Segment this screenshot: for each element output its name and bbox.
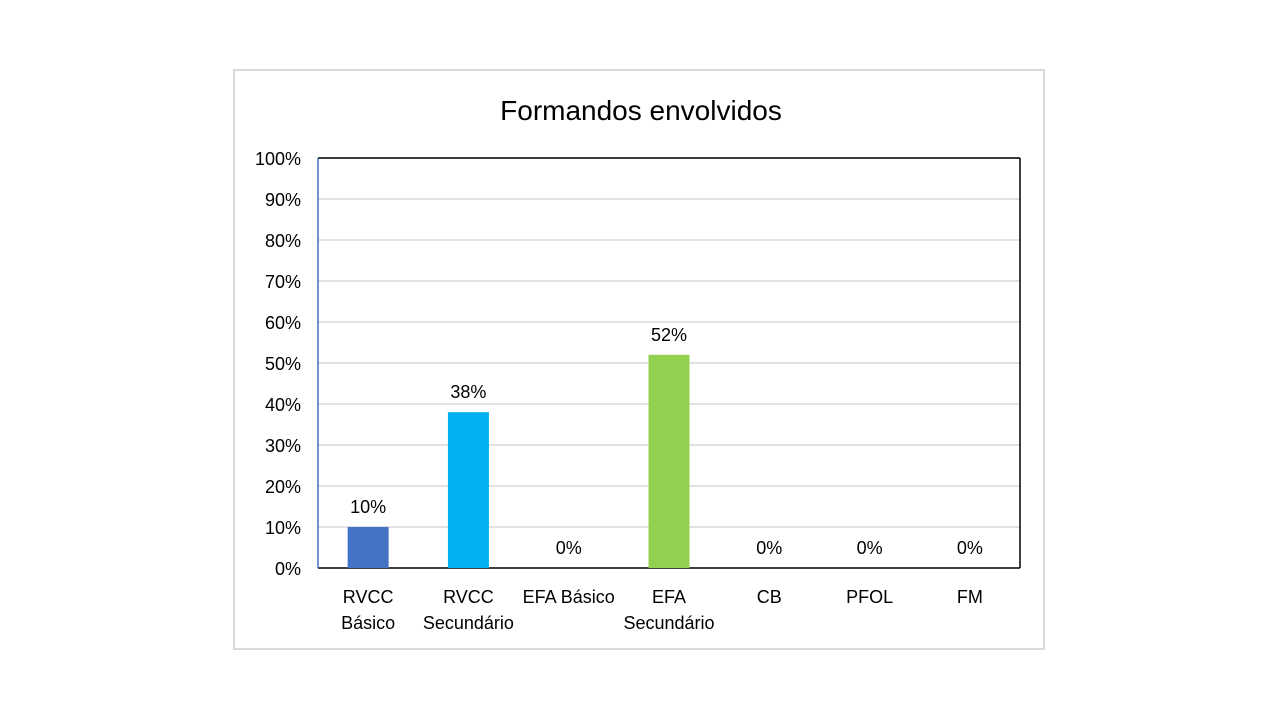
y-axis-ticks: 0% 10% 20% 30% 40% 50% 60% 70% 80% 90% 100% — [255, 149, 301, 579]
y-tick-label: 20% — [265, 477, 301, 497]
bars — [347, 354, 690, 568]
data-label: 0% — [957, 538, 983, 558]
x-category-label: RVCC — [343, 587, 394, 607]
x-category-label: PFOL — [846, 587, 893, 607]
bar-chart: Formandos envolvidos 10% 38% 0% 52% 0% 0% 0% 0… — [255, 95, 1021, 633]
bar — [347, 527, 389, 568]
x-category-label: Básico — [341, 613, 395, 633]
x-category-label: Secundário — [423, 613, 514, 633]
x-category-label: FM — [957, 587, 983, 607]
data-label: 52% — [651, 325, 687, 345]
y-tick-label: 70% — [265, 272, 301, 292]
data-label: 10% — [350, 497, 386, 517]
x-category-label: CB — [757, 587, 782, 607]
y-tick-label: 100% — [255, 149, 301, 169]
chart-container: Formandos envolvidos 10% 38% 0% 52% 0% 0% 0% 0… — [233, 69, 1045, 650]
y-tick-label: 10% — [265, 518, 301, 538]
x-axis-categories: RVCC Básico RVCC Secundário EFA Básico EFA Sec… — [341, 587, 983, 633]
data-label: 0% — [857, 538, 883, 558]
bar — [447, 412, 489, 568]
y-tick-label: 40% — [265, 395, 301, 415]
y-tick-label: 30% — [265, 436, 301, 456]
x-category-label: EFA — [652, 587, 686, 607]
y-tick-label: 80% — [265, 231, 301, 251]
data-label: 0% — [556, 538, 582, 558]
x-category-label: RVCC — [443, 587, 494, 607]
x-category-label: Secundário — [623, 613, 714, 633]
chart-title: Formandos envolvidos — [500, 95, 782, 126]
y-tick-label: 90% — [265, 190, 301, 210]
y-tick-label: 50% — [265, 354, 301, 374]
data-labels: 10% 38% 0% 52% 0% 0% 0% — [350, 325, 983, 558]
x-category-label: EFA Básico — [523, 587, 615, 607]
y-tick-label: 60% — [265, 313, 301, 333]
y-tick-label: 0% — [275, 559, 301, 579]
bar — [648, 354, 690, 568]
data-label: 38% — [450, 382, 486, 402]
data-label: 0% — [756, 538, 782, 558]
